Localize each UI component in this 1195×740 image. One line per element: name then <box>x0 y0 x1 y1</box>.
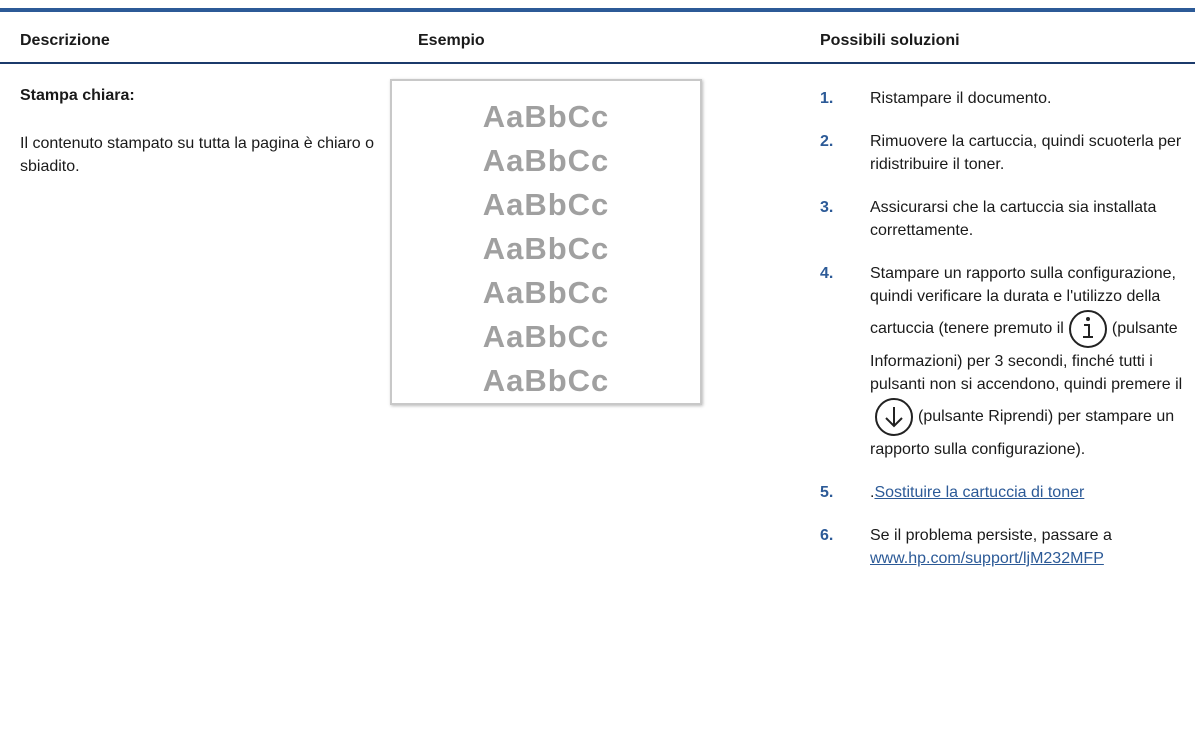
step-text: Stampare un rapporto sulla configurazion… <box>870 265 1176 338</box>
step-number: 2. <box>820 133 834 150</box>
top-rule <box>0 8 1195 12</box>
example-line: AaBbCc <box>482 231 610 266</box>
example-line: AaBbCc <box>482 99 610 134</box>
row-description: Il contenuto stampato su tutta la pagina… <box>20 135 375 175</box>
example-image: AaBbCc AaBbCc AaBbCc AaBbCc AaBbCc AaBbCc AaBb… <box>390 79 702 405</box>
step: 3. Assicurarsi che la cartuccia sia insta… <box>820 196 1185 242</box>
step-text: Rimuovere la cartuccia, quindi scuoterla… <box>870 133 1182 173</box>
step-text: (pulsante Informazioni) per 3 secondi, f… <box>870 320 1183 393</box>
step-number: 6. <box>820 527 834 544</box>
header-rule <box>0 62 1195 64</box>
step-text: . <box>870 484 875 501</box>
step-text: Ristampare il documento. <box>870 90 1052 107</box>
link[interactable]: www.hp.com/support/ljM232MFP <box>870 550 1104 567</box>
step-number: 4. <box>820 265 834 282</box>
resume-icon <box>875 398 913 436</box>
info-icon <box>1068 310 1107 348</box>
step-text: Assicurarsi che la cartuccia sia install… <box>870 199 1157 239</box>
column-header: Descrizione <box>20 32 110 49</box>
step-text: Se il problema persiste, passare a <box>870 527 1112 544</box>
column-header: Possibili soluzioni <box>820 32 960 49</box>
example-line: AaBbCc <box>482 143 610 178</box>
step: 4. Stampare un rapporto sulla configurazi… <box>820 262 1185 461</box>
step: 2. Rimuovere la cartuccia, quindi scuoter… <box>820 130 1185 176</box>
step-number: 1. <box>820 90 834 107</box>
example-line: AaBbCc <box>482 187 610 222</box>
step-number: 3. <box>820 199 834 216</box>
column-header: Esempio <box>418 32 485 49</box>
row-title: Stampa chiara: <box>20 87 135 104</box>
example-line: AaBbCc <box>482 363 610 398</box>
example-line: AaBbCc <box>482 319 610 354</box>
solutions: 1. Ristampare il documento. 2. Rimuovere l… <box>820 87 1185 590</box>
example-line: AaBbCc <box>482 275 610 310</box>
step: 5. .Sostituire la cartuccia di toner <box>820 481 1185 504</box>
step-number: 5. <box>820 484 834 501</box>
step: 6. Se il problema persiste, passare a www.… <box>820 524 1185 570</box>
step-text: (pulsante Riprendi) per stampare un rapp… <box>870 408 1175 458</box>
step: 1. Ristampare il documento. <box>820 87 1185 110</box>
link[interactable]: Sostituire la cartuccia di toner <box>874 484 1085 501</box>
